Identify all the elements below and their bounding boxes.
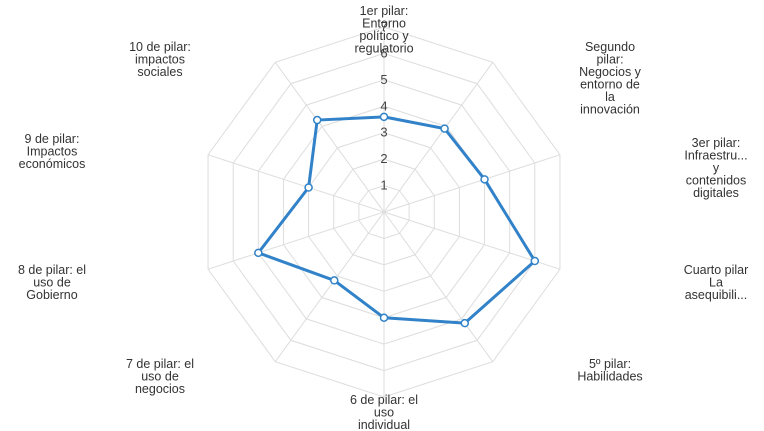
radial-axis-ticks: 1 2 3 4 5 6 7 — [380, 19, 387, 193]
grid-spoke-3 — [383, 154, 561, 213]
data-point-8[interactable] — [254, 248, 263, 258]
grid-spoke-2 — [383, 62, 494, 213]
series-line — [256, 115, 537, 325]
category-label-7: 7 de pilar: el uso de negocios — [126, 357, 194, 396]
data-point-4[interactable] — [530, 256, 540, 266]
category-label-2: Segundo pilar: Negocios y entorno de la innov… — [579, 40, 642, 117]
data-point-7[interactable] — [330, 276, 339, 285]
tick-label-6: 6 — [380, 45, 387, 60]
radar-grid — [207, 26, 561, 398]
category-label-8: 8 de pilar: el uso de Gobierno — [18, 263, 86, 302]
data-point-1[interactable] — [379, 112, 389, 122]
category-label-9: 9 de pilar: Impactos económicos — [19, 132, 86, 171]
category-label-5: 5º pilar: Habilidades — [577, 357, 642, 384]
category-label-3: 3er pilar: Infraestru... y contenidos digita… — [684, 136, 747, 200]
grid-spoke-8 — [207, 211, 385, 270]
tick-label-2: 2 — [380, 151, 387, 166]
tick-label-7: 7 — [380, 19, 387, 34]
data-point-5[interactable] — [460, 318, 470, 328]
tick-label-1: 1 — [380, 178, 387, 193]
grid-spoke-10 — [274, 62, 385, 213]
data-point-2[interactable] — [440, 124, 449, 133]
grid-spoke-4 — [383, 211, 561, 270]
category-label-1: 1er pilar: Entorno político y regulatorio — [354, 4, 413, 56]
category-label-10: 10 de pilar: impactos sociales — [129, 40, 191, 79]
tick-label-5: 5 — [380, 72, 387, 87]
category-labels: 1er pilar: Entorno político y regulatorio Se… — [18, 4, 748, 431]
grid-spoke-9 — [207, 154, 385, 213]
data-point-10[interactable] — [312, 115, 322, 125]
tick-label-3: 3 — [380, 125, 387, 140]
radar-series — [254, 112, 540, 328]
grid-spoke-5 — [383, 211, 494, 362]
data-point-3[interactable] — [480, 175, 489, 184]
data-point-6[interactable] — [379, 313, 389, 322]
data-point-9[interactable] — [304, 183, 313, 192]
category-label-6: 6 de pilar: el uso individual — [350, 393, 418, 431]
category-label-4: Cuarto pilar La asequibili... — [684, 263, 749, 302]
grid-spoke-7 — [274, 211, 385, 362]
tick-label-4: 4 — [380, 98, 387, 113]
